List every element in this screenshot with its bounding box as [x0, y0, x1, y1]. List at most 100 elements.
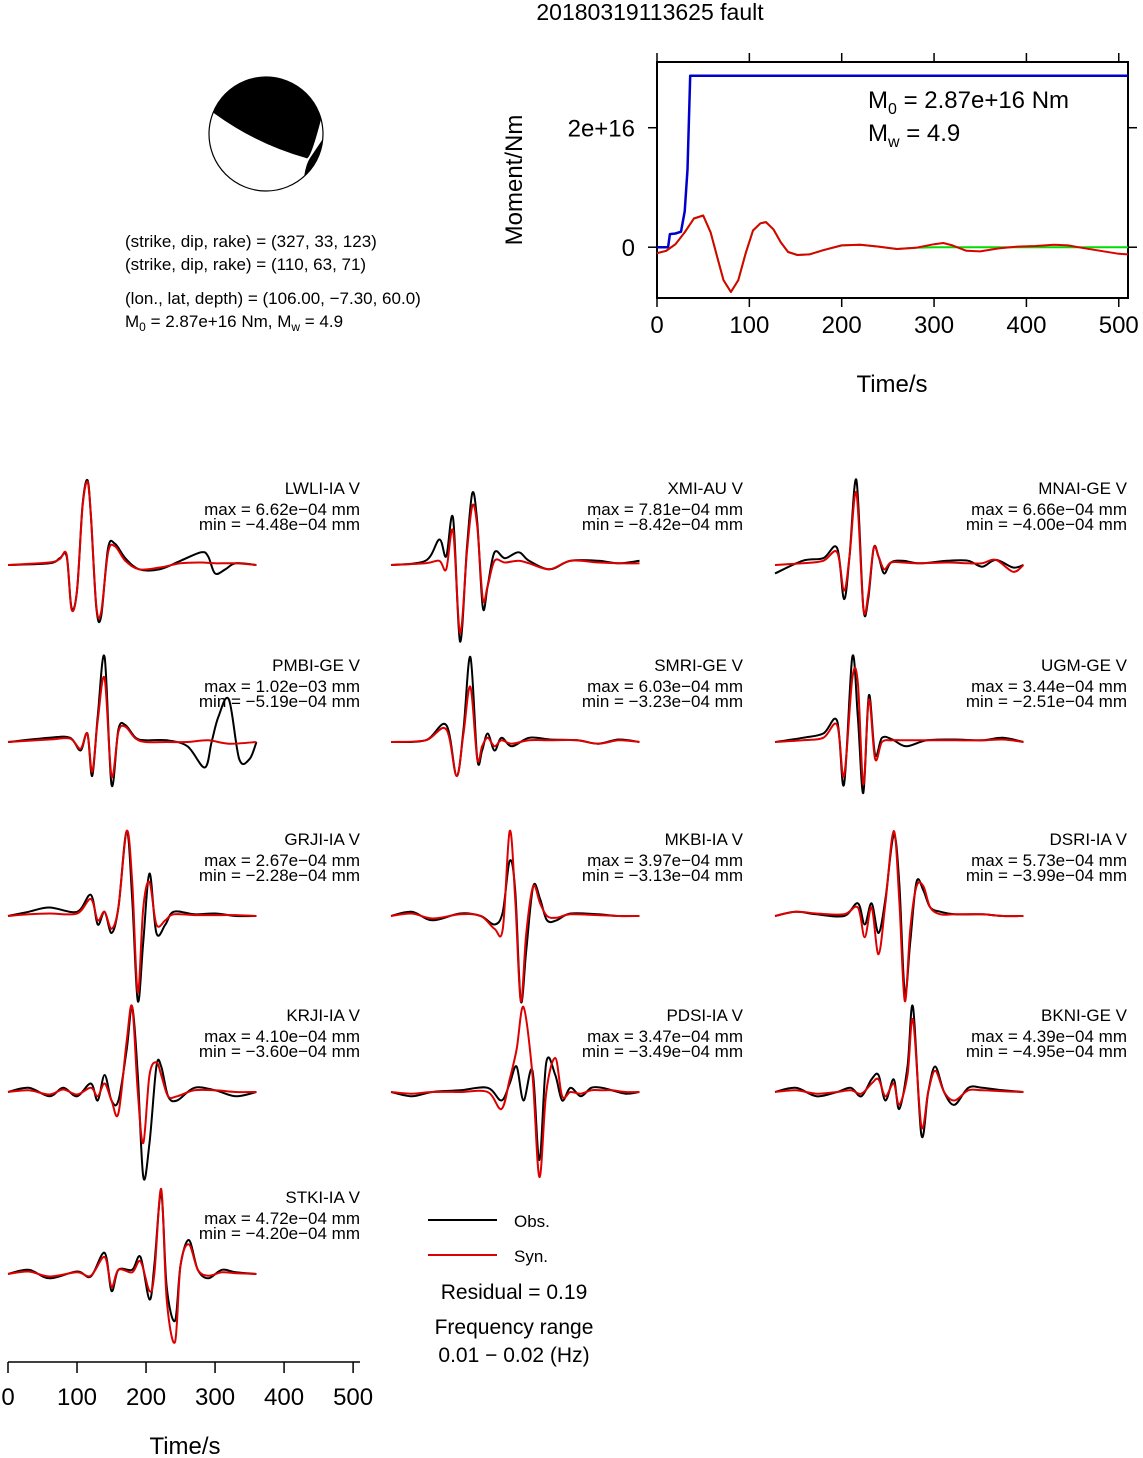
station-min: min = −2.28e−04 mm	[199, 866, 360, 885]
synthetic-waveform	[7, 829, 257, 994]
synthetic-waveform	[7, 675, 257, 778]
moment-x-tick-label: 400	[1006, 312, 1046, 339]
station-min: min = −4.00e−04 mm	[966, 515, 1127, 534]
moment-x-tick-label: 300	[914, 312, 954, 339]
waveform-x-tick-label: 400	[264, 1384, 304, 1411]
synthetic-waveform	[774, 666, 1024, 786]
station-min: min = −4.20e−04 mm	[199, 1224, 360, 1243]
station-max: max = 5.73e−04 mm	[971, 851, 1127, 870]
station-max: max = 6.62e−04 mm	[204, 500, 360, 519]
waveform-x-tick-label: 500	[333, 1384, 373, 1411]
moment-x-tick-label: 500	[1099, 312, 1139, 339]
station-name: MKBI-IA V	[665, 830, 744, 849]
legend-obs-label: Obs.	[514, 1212, 550, 1231]
beachball-icon	[208, 76, 324, 192]
moment-x-tick-label: 200	[822, 312, 862, 339]
station-min: min = −8.42e−04 mm	[582, 515, 743, 534]
observed-waveform	[7, 654, 258, 788]
station-min: min = −5.19e−04 mm	[199, 692, 360, 711]
waveform-x-tick-label: 200	[126, 1384, 166, 1411]
station-name: KRJI-IA V	[286, 1006, 360, 1025]
synthetic-waveform	[774, 491, 1025, 616]
observed-waveform	[774, 1004, 1024, 1139]
station-name: STKI-IA V	[285, 1188, 360, 1207]
station-min: min = −3.23e−04 mm	[582, 692, 743, 711]
figure-title: 20180319113625 fault	[536, 0, 764, 25]
synthetic-waveform	[390, 1005, 640, 1179]
synthetic-waveform	[390, 829, 640, 1003]
station-name: MNAI-GE V	[1038, 479, 1127, 498]
observed-waveform	[774, 654, 1024, 795]
station-max: max = 4.39e−04 mm	[971, 1027, 1127, 1046]
station-max: max = 3.44e−04 mm	[971, 677, 1127, 696]
station-max: max = 2.67e−04 mm	[204, 851, 360, 870]
legend-syn-label: Syn.	[514, 1247, 548, 1266]
source-location: (lon., lat, depth) = (106.00, −7.30, 60.…	[125, 289, 421, 308]
waveform-x-axis-label: Time/s	[149, 1433, 220, 1458]
station-min: min = −3.49e−04 mm	[582, 1042, 743, 1061]
moment-y-axis-label: Moment/Nm	[501, 115, 528, 246]
station-name: XMI-AU V	[667, 479, 743, 498]
station-max: max = 7.81e−04 mm	[587, 500, 743, 519]
legend: Obs. Syn. Residual = 0.19 Frequency rang…	[428, 1212, 593, 1367]
station-max: max = 3.97e−04 mm	[587, 851, 743, 870]
station-min: min = −3.60e−04 mm	[199, 1042, 360, 1061]
station-max: max = 4.72e−04 mm	[204, 1209, 360, 1228]
residual-label: Residual = 0.19	[441, 1281, 588, 1304]
moment-mw-label: Mw = 4.9	[868, 120, 960, 151]
station-min: min = −3.99e−04 mm	[966, 866, 1127, 885]
moment-y-tick-label: 2e+16	[568, 116, 635, 143]
moment-rate-green-line	[656, 214, 1128, 293]
observed-waveform	[390, 655, 640, 778]
frequency-range-value: 0.01 − 0.02 (Hz)	[438, 1344, 589, 1367]
moment-y-tick-label: 0	[622, 235, 635, 262]
waveform-x-tick-label: 100	[57, 1384, 97, 1411]
source-moment: M0 = 2.87e+16 Nm, Mw = 4.9	[125, 312, 343, 334]
station-max: max = 6.03e−04 mm	[587, 677, 743, 696]
waveform-time-axis: Time/s 0 100 200 300 400 500	[1, 1361, 373, 1458]
waveform-x-tick-label: 300	[195, 1384, 235, 1411]
station-min: min = −4.48e−04 mm	[199, 515, 360, 534]
nodal-plane-1: (strike, dip, rake) = (327, 33, 123)	[125, 232, 377, 251]
station-name: PMBI-GE V	[272, 656, 361, 675]
synthetic-waveform	[774, 1017, 1024, 1130]
station-name: BKNI-GE V	[1041, 1006, 1128, 1025]
moment-plot-frame	[656, 61, 1129, 299]
station-min: min = −4.95e−04 mm	[966, 1042, 1127, 1061]
synthetic-waveform	[7, 1187, 257, 1344]
moment-rate-red-line	[656, 214, 1129, 293]
moment-x-axis-label: Time/s	[856, 371, 927, 398]
station-min: min = −2.51e−04 mm	[966, 692, 1127, 711]
station-max: max = 4.10e−04 mm	[204, 1027, 360, 1046]
synthetic-waveform	[7, 480, 257, 620]
station-name: LWLI-IA V	[285, 479, 361, 498]
moment-m0-label: M0 = 2.87e+16 Nm	[868, 87, 1069, 118]
moment-cumulative-line	[657, 74, 1128, 249]
synthetic-waveform	[7, 1004, 257, 1145]
station-name: PDSI-IA V	[666, 1006, 743, 1025]
station-name: SMRI-GE V	[654, 656, 743, 675]
source-info: (strike, dip, rake) = (327, 33, 123) (st…	[125, 232, 421, 334]
station-max: max = 6.66e−04 mm	[971, 500, 1127, 519]
station-max: max = 1.02e−03 mm	[204, 677, 360, 696]
synthetic-waveform	[390, 685, 640, 778]
station-name: DSRI-IA V	[1050, 830, 1128, 849]
station-name: UGM-GE V	[1041, 656, 1128, 675]
synthetic-waveform	[390, 503, 640, 635]
